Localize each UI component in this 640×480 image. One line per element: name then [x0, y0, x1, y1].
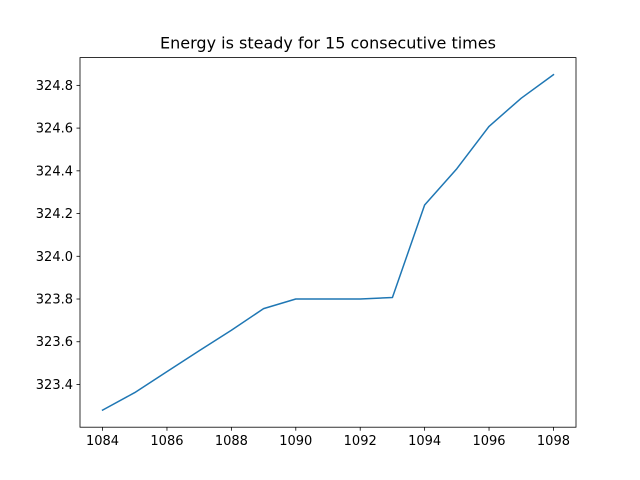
y-tick-label: 324.8: [36, 79, 73, 94]
chart-title: Energy is steady for 15 consecutive time…: [160, 34, 496, 53]
y-tick-label: 323.4: [36, 378, 73, 393]
x-tick-label: 1098: [537, 434, 570, 449]
x-tick-label: 1086: [150, 434, 183, 449]
x-tick-label: 1092: [344, 434, 377, 449]
x-tick-label: 1090: [279, 434, 312, 449]
plot-area: [79, 57, 577, 428]
series-line-0: [101, 73, 555, 412]
y-tick-label: 324.0: [36, 250, 73, 265]
y-tick-label: 324.6: [36, 122, 73, 137]
x-tick-label: 1088: [215, 434, 248, 449]
y-tick-label: 324.2: [36, 207, 73, 222]
y-tick-label: 324.4: [36, 164, 73, 179]
y-axis: 323.4 323.6 323.8 324.0 324.2 324.4 324.6 324.8: [36, 79, 80, 393]
x-tick-label: 1096: [472, 434, 505, 449]
x-axis: 1084 1086 1088 1090 1092 1094 1096 1098: [86, 427, 570, 449]
y-tick-label: 323.6: [36, 335, 73, 350]
x-tick-label: 1094: [408, 434, 441, 449]
plot-frame: [79, 57, 577, 428]
x-tick-label: 1084: [86, 434, 119, 449]
y-tick-label: 323.8: [36, 293, 73, 308]
